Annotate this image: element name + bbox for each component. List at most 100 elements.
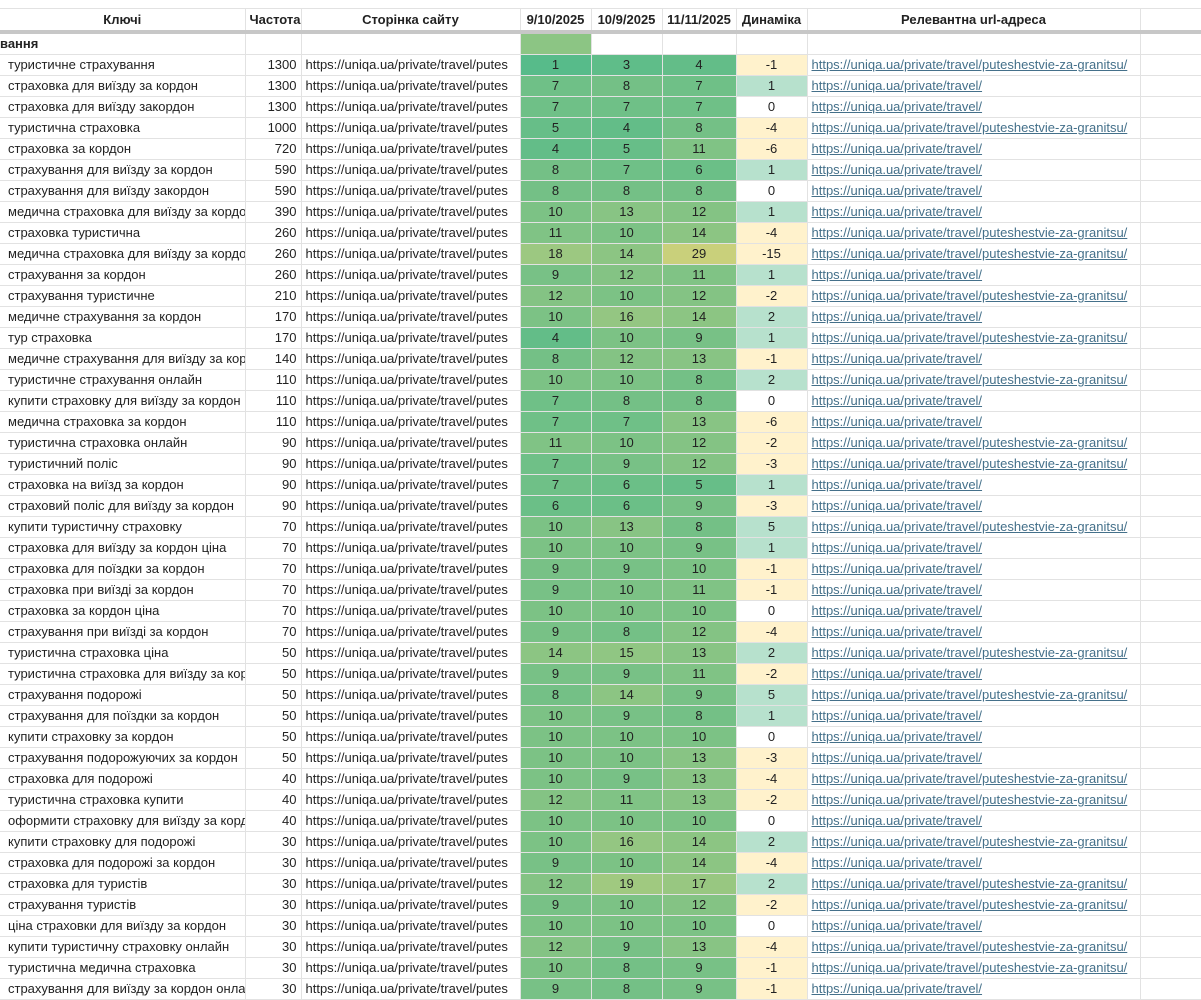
position: 9 [662,684,737,706]
position: 10 [591,915,663,937]
url-cell: https://uniqa.ua/private/travel/puteshes… [807,957,1141,979]
position: 10 [591,369,663,391]
relevant-url[interactable]: https://uniqa.ua/private/travel/ [811,561,983,576]
position: 6 [520,495,592,517]
relevant-url[interactable]: https://uniqa.ua/private/travel/ [811,981,983,996]
url-cell: https://uniqa.ua/private/travel/puteshes… [807,789,1141,811]
position: 10 [662,558,737,580]
relevant-url[interactable]: https://uniqa.ua/private/travel/ [811,750,983,765]
relevant-url[interactable]: https://uniqa.ua/private/travel/puteshes… [811,939,1128,954]
data-row: страхування подорожі 50 https://uniqa.ua/p… [0,684,1201,706]
relevant-url[interactable]: https://uniqa.ua/private/travel/puteshes… [811,687,1128,702]
keyword: страхування за кордон [0,264,246,286]
relevant-url[interactable]: https://uniqa.ua/private/travel/ [811,99,983,114]
cell [1140,390,1201,412]
url-cell: https://uniqa.ua/private/travel/puteshes… [807,369,1141,391]
site-page: https://uniqa.ua/private/travel/putes [301,75,521,97]
url-cell: https://uniqa.ua/private/travel/puteshes… [807,936,1141,958]
cell [1140,789,1201,811]
site-page: https://uniqa.ua/private/travel/putes [301,705,521,727]
position: 7 [520,411,592,433]
cell [1140,117,1201,139]
relevant-url[interactable]: https://uniqa.ua/private/travel/ [811,666,983,681]
url-cell: https://uniqa.ua/private/travel/ [807,180,1141,202]
relevant-url[interactable]: https://uniqa.ua/private/travel/puteshes… [811,960,1128,975]
keyword: туристична страховка онлайн [0,432,246,454]
relevant-url[interactable]: https://uniqa.ua/private/travel/ [811,855,983,870]
relevant-url[interactable]: https://uniqa.ua/private/travel/ [811,309,983,324]
relevant-url[interactable]: https://uniqa.ua/private/travel/ [811,204,983,219]
data-row: туристичний поліс 90 https://uniqa.ua/priv… [0,453,1201,475]
url-cell: https://uniqa.ua/private/travel/ [807,537,1141,559]
frequency: 50 [245,642,302,664]
relevant-url[interactable]: https://uniqa.ua/private/travel/puteshes… [811,834,1128,849]
data-row: страховка для туристів 30 https://uniqa.ua… [0,873,1201,895]
relevant-url[interactable]: https://uniqa.ua/private/travel/ [811,729,983,744]
frequency: 30 [245,831,302,853]
relevant-url[interactable]: https://uniqa.ua/private/travel/puteshes… [811,120,1128,135]
relevant-url[interactable]: https://uniqa.ua/private/travel/ [811,414,983,429]
position: 3 [591,54,663,76]
relevant-url[interactable]: https://uniqa.ua/private/travel/puteshes… [811,57,1128,72]
column-header: Ключі [0,9,246,34]
site-page: https://uniqa.ua/private/travel/putes [301,600,521,622]
relevant-url[interactable]: https://uniqa.ua/private/travel/puteshes… [811,372,1128,387]
relevant-url[interactable]: https://uniqa.ua/private/travel/puteshes… [811,246,1128,261]
dynamics: -1 [736,978,808,1000]
relevant-url[interactable]: https://uniqa.ua/private/travel/puteshes… [811,225,1128,240]
position: 10 [520,831,592,853]
site-page: https://uniqa.ua/private/travel/putes [301,96,521,118]
dynamics: -2 [736,894,808,916]
relevant-url[interactable]: https://uniqa.ua/private/travel/ [811,162,983,177]
frequency: 1300 [245,96,302,118]
relevant-url[interactable]: https://uniqa.ua/private/travel/ [811,183,983,198]
relevant-url[interactable]: https://uniqa.ua/private/travel/ [811,708,983,723]
relevant-url[interactable]: https://uniqa.ua/private/travel/ [811,351,983,366]
relevant-url[interactable]: https://uniqa.ua/private/travel/puteshes… [811,330,1128,345]
frequency: 90 [245,453,302,475]
relevant-url[interactable]: https://uniqa.ua/private/travel/puteshes… [811,519,1128,534]
keyword: страховка туристична [0,222,246,244]
cell [807,32,1141,55]
relevant-url[interactable]: https://uniqa.ua/private/travel/ [811,78,983,93]
relevant-url[interactable]: https://uniqa.ua/private/travel/puteshes… [811,771,1128,786]
frequency: 210 [245,285,302,307]
relevant-url[interactable]: https://uniqa.ua/private/travel/puteshes… [811,897,1128,912]
cell [1140,96,1201,118]
dynamics: -6 [736,138,808,160]
relevant-url[interactable]: https://uniqa.ua/private/travel/puteshes… [811,288,1128,303]
position: 12 [662,453,737,475]
relevant-url[interactable]: https://uniqa.ua/private/travel/puteshes… [811,435,1128,450]
cell [1140,621,1201,643]
relevant-url[interactable]: https://uniqa.ua/private/travel/ [811,393,983,408]
group-label: вання [0,32,246,55]
relevant-url[interactable]: https://uniqa.ua/private/travel/puteshes… [811,645,1128,660]
cell [1140,432,1201,454]
dynamics: -2 [736,789,808,811]
cell [1140,915,1201,937]
relevant-url[interactable]: https://uniqa.ua/private/travel/ [811,141,983,156]
relevant-url[interactable]: https://uniqa.ua/private/travel/ [811,267,983,282]
relevant-url[interactable]: https://uniqa.ua/private/travel/ [811,540,983,555]
keyword: страховка для подорожі [0,768,246,790]
relevant-url[interactable]: https://uniqa.ua/private/travel/puteshes… [811,792,1128,807]
url-cell: https://uniqa.ua/private/travel/puteshes… [807,894,1141,916]
frequency: 30 [245,873,302,895]
relevant-url[interactable]: https://uniqa.ua/private/travel/ [811,582,983,597]
keyword: страховка за кордон ціна [0,600,246,622]
relevant-url[interactable]: https://uniqa.ua/private/travel/ [811,813,983,828]
relevant-url[interactable]: https://uniqa.ua/private/travel/ [811,603,983,618]
relevant-url[interactable]: https://uniqa.ua/private/travel/ [811,498,983,513]
cell [1140,810,1201,832]
relevant-url[interactable]: https://uniqa.ua/private/travel/puteshes… [811,876,1128,891]
site-page: https://uniqa.ua/private/travel/putes [301,810,521,832]
relevant-url[interactable]: https://uniqa.ua/private/travel/ [811,624,983,639]
position: 12 [520,936,592,958]
position: 9 [520,978,592,1000]
relevant-url[interactable]: https://uniqa.ua/private/travel/ [811,918,983,933]
relevant-url[interactable]: https://uniqa.ua/private/travel/puteshes… [811,456,1128,471]
data-row: страховка на виїзд за кордон 90 https://un… [0,474,1201,496]
data-row: страхування туристів 30 https://uniqa.ua/p… [0,894,1201,916]
keyword: страховка на виїзд за кордон [0,474,246,496]
relevant-url[interactable]: https://uniqa.ua/private/travel/ [811,477,983,492]
